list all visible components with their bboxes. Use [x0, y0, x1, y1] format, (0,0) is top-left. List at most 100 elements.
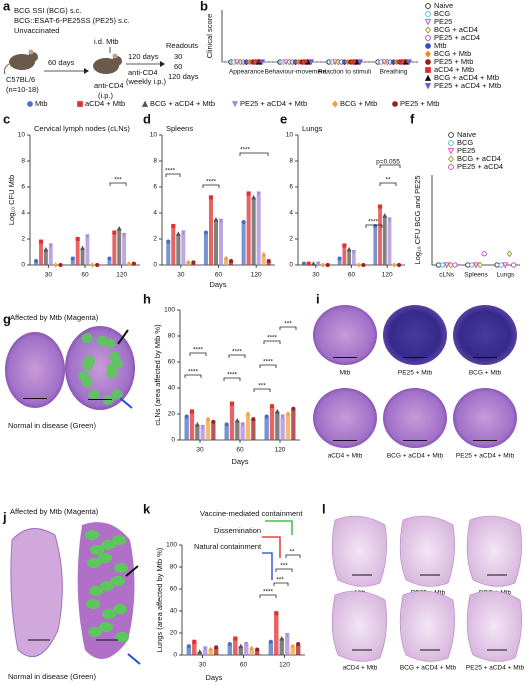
axis	[431, 175, 520, 266]
x-tick-label: 30	[199, 662, 207, 669]
bar	[229, 403, 235, 440]
marker	[502, 262, 509, 269]
bar	[251, 419, 256, 440]
y-tick-label: 0	[21, 262, 25, 269]
panel-label: k	[143, 501, 151, 516]
treatment: anti-CD4	[94, 81, 124, 90]
annotation: Natural containment	[194, 542, 262, 551]
y-tick-label: 0	[289, 262, 293, 269]
y-tick-label: 2	[21, 236, 25, 243]
bar	[249, 648, 254, 655]
marker	[296, 641, 301, 647]
bar	[176, 233, 181, 265]
x-tick-label: 60	[240, 662, 248, 669]
y-tick-label: 4	[153, 210, 157, 217]
strain: C57BL/6	[6, 75, 35, 84]
marker	[186, 259, 191, 266]
marker	[214, 645, 219, 650]
x-tick-label: cLNs	[439, 272, 455, 279]
marker	[229, 401, 235, 406]
panel-label: d	[143, 111, 151, 126]
bar	[211, 421, 216, 440]
marker	[506, 250, 513, 258]
bar	[280, 416, 285, 440]
readouts-title: Readouts	[166, 41, 198, 50]
arrow	[127, 653, 141, 665]
bar	[200, 427, 205, 440]
bar	[246, 193, 251, 265]
marker	[425, 3, 431, 9]
y-tick-label: 10	[18, 132, 26, 139]
bar	[245, 414, 251, 440]
bracket	[239, 152, 269, 156]
image-footer: Normal in disease (Green)	[8, 672, 96, 681]
bracket	[165, 173, 181, 177]
marker	[266, 259, 271, 264]
marker	[208, 646, 213, 653]
interval: 60 days	[48, 58, 75, 67]
marker	[227, 641, 232, 647]
x-tick-label: Reaction to stimuli	[318, 69, 371, 76]
tissue-image	[383, 388, 447, 448]
green-region	[90, 545, 104, 555]
marker	[43, 246, 49, 252]
legend-label: aCD4 + Mtb	[85, 99, 125, 108]
x-tick-label: 30	[177, 272, 185, 279]
marker	[186, 644, 191, 649]
legend-label: PE25 + Mtb	[434, 57, 473, 66]
bar	[382, 215, 387, 265]
panel-label: h	[143, 291, 151, 306]
mouse-icon	[4, 49, 38, 75]
image-caption: BCG + Mtb	[469, 370, 502, 377]
marker	[235, 417, 240, 423]
annotation: ****	[188, 369, 199, 376]
tissue-image	[10, 528, 63, 658]
annotation: ****	[267, 335, 278, 342]
legend-label: BCG + Mtb	[340, 99, 377, 108]
marker	[473, 262, 479, 269]
marker	[233, 636, 238, 641]
tissue-image	[399, 590, 455, 662]
marker	[425, 43, 431, 49]
y-axis-label: Lungs (area affected by Mtb %)	[155, 547, 164, 652]
bar	[279, 638, 284, 655]
n-text: (n=10-18)	[6, 85, 39, 94]
panel-title: Spleens	[166, 124, 193, 133]
green-region	[78, 370, 90, 382]
green-region	[111, 358, 123, 369]
marker	[320, 262, 326, 268]
bar	[208, 649, 213, 655]
bar	[387, 219, 392, 265]
marker	[223, 255, 229, 262]
image-caption: PE25 + aCD4 + Mtb	[456, 453, 515, 460]
marker	[77, 101, 83, 107]
tissue-image	[466, 590, 522, 662]
marker	[337, 256, 342, 261]
treatment-route: (i.p.)	[98, 91, 114, 100]
mouse-icon	[93, 53, 122, 74]
bar	[275, 411, 280, 440]
marker	[268, 639, 273, 644]
group-text: Unvaccinated	[14, 26, 59, 35]
annotation: ***	[276, 577, 284, 584]
green-region	[86, 599, 100, 609]
bracket	[259, 364, 277, 368]
bar	[238, 646, 243, 655]
arrow	[117, 329, 129, 345]
image-title: Affected by Mtb (Magenta)	[10, 507, 99, 516]
annotation: Dissemination	[214, 526, 261, 535]
bar	[256, 193, 261, 265]
x-tick-label: 30	[312, 272, 320, 279]
marker	[255, 647, 260, 652]
annotation: ****	[232, 349, 243, 356]
marker	[112, 230, 117, 235]
marker	[251, 194, 256, 200]
marker	[121, 233, 127, 238]
bar	[80, 248, 85, 265]
bar	[203, 232, 208, 265]
marker	[290, 643, 295, 649]
marker	[85, 234, 90, 240]
y-tick-label: 80	[168, 333, 176, 340]
bar	[291, 408, 296, 440]
marker	[200, 424, 205, 430]
